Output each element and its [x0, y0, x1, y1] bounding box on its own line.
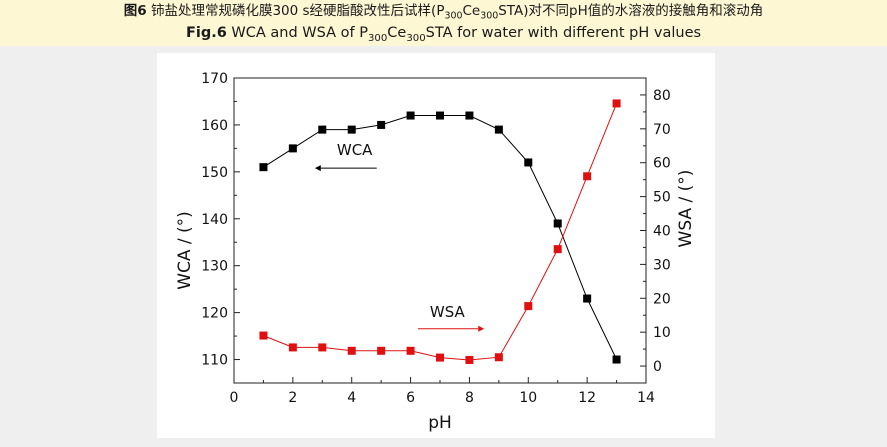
data-point-wsa [612, 99, 621, 108]
caption-chinese: 图6 铈盐处理常规磷化膜300 s经硬脂酸改性后试样(P300Ce300STA)… [0, 3, 887, 22]
caption-cn-text-c: STA)对不同pH值的水溶液的接触角和滚动角 [498, 3, 764, 19]
x-axis-label: pH [428, 413, 452, 433]
data-point-wca [583, 294, 592, 303]
y-left-tick-label: 130 [201, 259, 228, 275]
y-right-tick-label: 70 [653, 122, 671, 138]
y-left-tick-label: 150 [201, 165, 228, 181]
plot-frame [233, 77, 647, 384]
caption-en-sub2: 300 [406, 32, 426, 44]
caption-en-text-a: WCA and WSA of P [226, 25, 368, 41]
y-right-tick-label: 40 [653, 224, 671, 240]
data-point-wsa [347, 346, 356, 355]
data-point-wca [377, 120, 386, 129]
y-left-axis-label: WCA / (°) [175, 211, 195, 290]
data-point-wca [465, 111, 474, 120]
data-point-wsa [465, 355, 474, 364]
caption-english: Fig.6 WCA and WSA of P300Ce300STA for wa… [0, 23, 887, 43]
data-point-wsa [494, 353, 503, 362]
x-tick-label: 0 [230, 390, 239, 406]
annotation-wca-label: WCA [337, 141, 373, 159]
data-point-wca [406, 111, 415, 120]
data-point-wca [288, 144, 297, 153]
caption-cn-sub1: 300 [444, 10, 463, 22]
data-point-wsa [553, 245, 562, 254]
data-point-wsa [288, 343, 297, 352]
wca-wsa-chart: 0 2 4 6 8 10 12 14 110 120 130 140 150 160 170 0 10 20 30 4… [175, 71, 696, 433]
x-tick-label: 8 [465, 390, 474, 406]
caption-cn-sub2: 300 [480, 10, 499, 22]
x-tick-label: 2 [288, 390, 297, 406]
data-point-wsa [259, 331, 268, 340]
caption-en-text-c: STA for water with different pH values [425, 25, 702, 41]
data-point-wca [494, 125, 503, 134]
figure-caption: 图6 铈盐处理常规磷化膜300 s经硬脂酸改性后试样(P300Ce300STA)… [0, 0, 887, 46]
data-point-wca [347, 125, 356, 134]
y-right-tick-label: 30 [653, 257, 671, 273]
annotation-wca-arrowhead [314, 165, 321, 172]
data-point-wca [553, 219, 562, 228]
data-point-wca [436, 111, 444, 120]
data-point-wsa [583, 172, 592, 181]
x-tick-label: 12 [578, 390, 596, 406]
data-point-wsa [406, 346, 415, 355]
data-point-wsa [436, 353, 444, 362]
y-right-axis-label: WSA / (°) [676, 170, 696, 248]
y-left-tick-label: 140 [201, 212, 228, 228]
caption-cn-text-b: Ce [462, 3, 481, 19]
caption-cn-text-a: 铈盐处理常规磷化膜300 s经硬脂酸改性后试样(P [146, 3, 445, 19]
caption-en-sub1: 300 [367, 32, 388, 44]
caption-en-prefix: Fig.6 [185, 25, 227, 41]
data-point-wsa [524, 302, 533, 311]
y-left-tick-label: 170 [201, 71, 228, 87]
y-left-tick-label: 110 [201, 353, 228, 369]
y-left-tick-label: 120 [201, 306, 228, 322]
y-right-tick-label: 50 [653, 190, 671, 206]
caption-cn-prefix: 图6 [123, 3, 147, 19]
caption-en-text-b: Ce [387, 25, 407, 41]
series-line-wsa [263, 103, 618, 361]
y-right-tick-label: 60 [653, 156, 671, 172]
data-point-wca [612, 355, 621, 364]
data-point-wsa [318, 343, 327, 352]
data-point-wsa [377, 346, 386, 355]
x-tick-label: 4 [347, 390, 356, 406]
x-tick-label: 6 [406, 390, 415, 406]
y-right-tick-label: 10 [653, 325, 671, 341]
annotation-wsa-label: WSA [430, 303, 466, 321]
y-right-tick-label: 0 [653, 359, 662, 375]
data-point-wca [318, 125, 327, 134]
data-point-wca [259, 163, 268, 172]
x-tick-label: 14 [637, 390, 655, 406]
y-left-tick-label: 160 [201, 118, 228, 134]
series-line-wca [263, 115, 618, 360]
x-tick-label: 10 [519, 390, 537, 406]
annotation-wsa-arrowhead [478, 325, 485, 332]
y-right-tick-label: 80 [653, 88, 671, 104]
y-right-tick-label: 20 [653, 291, 671, 307]
chart-panel: 0 2 4 6 8 10 12 14 110 120 130 140 150 160 170 0 10 20 30 4… [157, 53, 715, 438]
data-point-wca [524, 158, 533, 167]
